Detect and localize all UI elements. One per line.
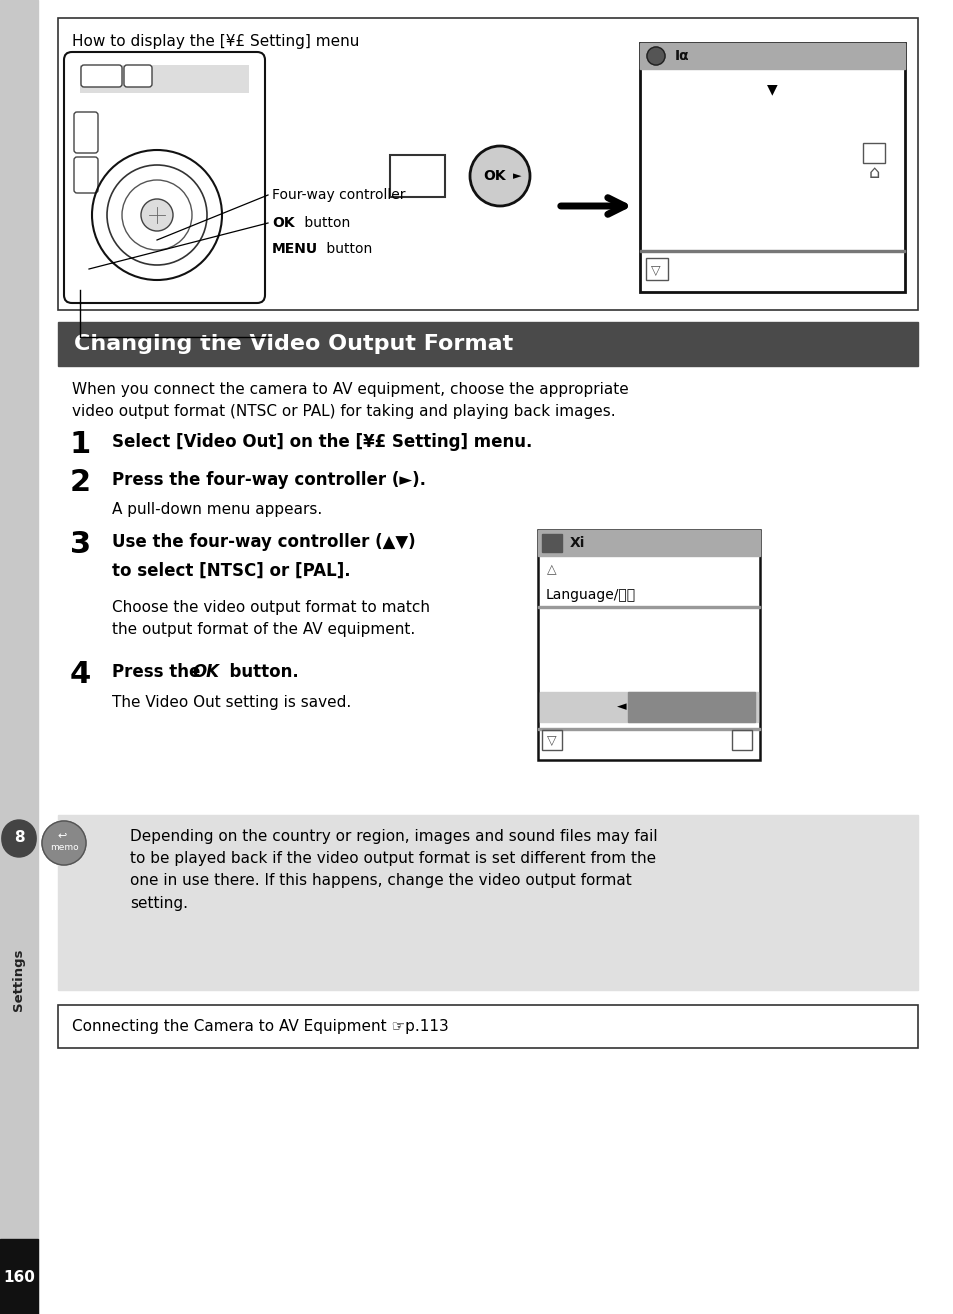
- Text: Language/言語: Language/言語: [545, 587, 636, 602]
- Bar: [639, 43, 904, 292]
- Bar: [58, 322, 917, 367]
- Circle shape: [91, 150, 222, 280]
- Bar: [80, 64, 249, 93]
- Bar: [58, 1005, 917, 1049]
- Text: ↩: ↩: [57, 830, 67, 840]
- Text: MENU: MENU: [272, 242, 317, 256]
- Circle shape: [42, 821, 86, 865]
- Bar: [0, 0, 38, 1314]
- Text: How to display the [¥£ Setting] menu: How to display the [¥£ Setting] menu: [71, 34, 359, 49]
- Bar: [58, 815, 917, 989]
- Text: ⌂: ⌂: [867, 164, 879, 183]
- Bar: [645, 258, 667, 280]
- Bar: [249, 160, 258, 191]
- Bar: [390, 155, 444, 197]
- Circle shape: [470, 146, 530, 206]
- Text: Changing the Video Output Format: Changing the Video Output Format: [74, 334, 513, 353]
- Text: Settings: Settings: [12, 949, 26, 1012]
- Text: ▽: ▽: [547, 733, 557, 746]
- Circle shape: [646, 47, 664, 64]
- Bar: [537, 530, 760, 759]
- Bar: [541, 533, 561, 552]
- Text: 1: 1: [70, 430, 91, 459]
- Text: button: button: [322, 242, 372, 256]
- FancyBboxPatch shape: [74, 156, 98, 193]
- Bar: [537, 728, 760, 729]
- Text: △: △: [547, 564, 557, 577]
- Text: The Video Out setting is saved.: The Video Out setting is saved.: [112, 695, 351, 710]
- Bar: [541, 731, 561, 750]
- Bar: [80, 260, 98, 279]
- Bar: [537, 606, 760, 607]
- Text: ◄: ◄: [617, 700, 626, 714]
- Text: Press the: Press the: [112, 664, 206, 681]
- Text: Use the four-way controller (▲▼): Use the four-way controller (▲▼): [112, 533, 416, 551]
- Text: 3: 3: [70, 530, 91, 558]
- Circle shape: [2, 823, 36, 857]
- Text: Iα: Iα: [675, 49, 689, 63]
- FancyBboxPatch shape: [74, 112, 98, 152]
- Text: Four-way controller: Four-way controller: [272, 188, 405, 202]
- Text: ►: ►: [512, 171, 520, 181]
- Text: Select [Video Out] on the [¥£ Setting] menu.: Select [Video Out] on the [¥£ Setting] m…: [112, 434, 532, 451]
- Bar: [731, 731, 751, 750]
- Circle shape: [2, 820, 36, 854]
- Text: Connecting the Camera to AV Equipment ☞p.113: Connecting the Camera to AV Equipment ☞p…: [71, 1018, 448, 1034]
- Bar: [0, 1239, 38, 1314]
- FancyBboxPatch shape: [124, 64, 152, 87]
- Text: A pull-down menu appears.: A pull-down menu appears.: [112, 502, 322, 516]
- FancyBboxPatch shape: [64, 53, 265, 304]
- Text: 8: 8: [13, 829, 24, 845]
- Text: button: button: [299, 215, 350, 230]
- Bar: [639, 250, 904, 251]
- Text: Choose the video output format to match
the output format of the AV equipment.: Choose the video output format to match …: [112, 600, 430, 636]
- Text: OK: OK: [483, 170, 506, 183]
- Text: When you connect the camera to AV equipment, choose the appropriate
video output: When you connect the camera to AV equipm…: [71, 382, 628, 419]
- Text: memo: memo: [50, 844, 78, 853]
- Text: 4: 4: [70, 660, 91, 689]
- Text: 2: 2: [70, 468, 91, 497]
- Bar: [862, 143, 884, 163]
- Text: Depending on the country or region, images and sound files may fail
to be played: Depending on the country or region, imag…: [130, 829, 657, 911]
- FancyBboxPatch shape: [81, 64, 122, 87]
- Text: ▽: ▽: [651, 264, 660, 276]
- Text: button.: button.: [218, 664, 298, 681]
- Bar: [537, 530, 760, 556]
- Text: 8: 8: [13, 833, 24, 848]
- Text: Xi: Xi: [569, 536, 585, 551]
- Bar: [627, 692, 754, 721]
- Bar: [539, 692, 758, 721]
- Text: to select [NTSC] or [PAL].: to select [NTSC] or [PAL].: [112, 562, 351, 579]
- Text: Press the four-way controller (►).: Press the four-way controller (►).: [112, 470, 426, 489]
- Text: OK: OK: [192, 664, 219, 681]
- Bar: [639, 43, 904, 70]
- Text: 160: 160: [3, 1269, 35, 1285]
- Text: ▼: ▼: [766, 81, 777, 96]
- Circle shape: [141, 198, 172, 231]
- Bar: [58, 18, 917, 310]
- Text: OK: OK: [272, 215, 294, 230]
- Bar: [77, 200, 95, 229]
